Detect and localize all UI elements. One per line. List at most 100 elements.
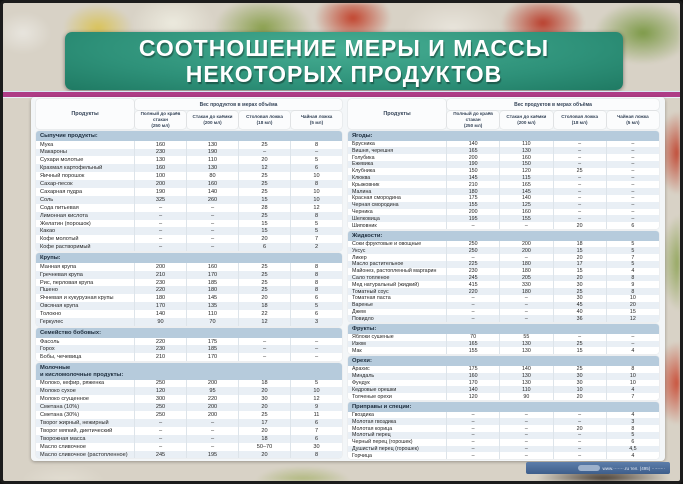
product-name-cell: Черника	[352, 209, 373, 216]
product-name-cell: Толокно	[40, 311, 62, 318]
value-cell: 300	[134, 395, 186, 404]
table-row: Майонез, растопленный маргарин 230 180 15 4	[348, 267, 659, 275]
value-cell: 20	[238, 387, 290, 396]
table-section: Ягоды: Брусника 140 110– – Вишня, черешня 165 1…	[348, 131, 659, 230]
value-cell: –	[238, 345, 290, 354]
value-cell: 30	[290, 442, 342, 451]
value-cell: 245	[446, 274, 499, 282]
value-cell: 10	[605, 372, 659, 380]
value-cell: 260	[186, 195, 238, 204]
table-row: Кофе молотый – –20 7	[36, 235, 342, 244]
product-name-cell: Черный перец (горошек)	[352, 439, 413, 446]
products-header-cell: Продукты	[36, 99, 134, 129]
table-row: Кедровые орешки 140 110 10 4	[348, 386, 659, 394]
value-cell: 10	[290, 195, 342, 204]
value-cell: –	[552, 208, 606, 216]
product-name-cell: Красная смородина	[352, 195, 401, 202]
section-title: Фрукты:	[348, 324, 659, 334]
product-name-cell: Яичный порошок	[40, 173, 85, 180]
table-row: Творожная масса – –18 6	[36, 434, 342, 443]
value-cell: 20	[238, 426, 290, 435]
value-cell: 3	[605, 418, 659, 426]
value-cell: 155	[446, 201, 499, 209]
table-row: Кофе растворимый – –6 2	[36, 243, 342, 252]
table-section: Молочные и кисломолочные продукты: Молоко…	[36, 363, 342, 459]
value-cell: 25	[238, 270, 290, 279]
table-row: Творог мягкий, диетический – –20 7	[36, 426, 342, 435]
value-cell: 220	[134, 337, 186, 346]
table-row: Горох 230 185– –	[36, 345, 342, 354]
table-row: Бобы, чечевица 210 170– –	[36, 353, 342, 362]
measure-table-right: Продукты Вес продуктов в мерах объёма Полн…	[348, 99, 659, 461]
value-cell: 80	[186, 172, 238, 181]
table-row: Черная смородина 155 125– –	[348, 201, 659, 209]
value-cell: 130	[499, 340, 552, 348]
product-name-cell: Соль	[40, 196, 54, 203]
measure-volume: (18 мл)	[571, 120, 588, 125]
table-row: Черника 200 160– –	[348, 208, 659, 216]
table-row: Миндаль 160 130 30 10	[348, 372, 659, 380]
table-row: Шиповник – –20 6	[348, 222, 659, 230]
measure-volume: (200 мл)	[203, 120, 222, 125]
measure-label: Столовая ложка	[246, 114, 283, 120]
value-cell: 120	[499, 167, 552, 175]
measure-volume: (250 мл)	[463, 122, 483, 128]
value-cell: 6	[290, 164, 342, 173]
table-row: Молоко, кефир, ряженка 250 200 18 5	[36, 379, 342, 388]
measure-volume: (200 мл)	[517, 120, 536, 125]
value-cell: –	[605, 201, 659, 209]
product-name-cell: Фасоль	[40, 338, 60, 345]
value-cell: 180	[186, 286, 238, 295]
value-cell: 140	[446, 140, 499, 148]
value-cell: 155	[446, 347, 499, 355]
volume-group-header: Вес продуктов в мерах объёма	[135, 99, 342, 110]
value-cell: –	[605, 208, 659, 216]
product-name-cell: Арахис	[352, 366, 370, 373]
value-cell: 210	[446, 181, 499, 189]
value-cell: –	[605, 167, 659, 175]
value-cell: 160	[446, 372, 499, 380]
table-row: Какао – –15 5	[36, 227, 342, 236]
value-cell: 25	[238, 262, 290, 271]
value-cell: –	[605, 174, 659, 182]
product-name-cell: Геркулес	[40, 318, 64, 325]
value-cell: 12	[605, 315, 659, 323]
value-cell: 55	[499, 333, 552, 341]
product-name-cell: Кофе молотый	[40, 236, 79, 243]
product-name-cell: Черная смородина	[352, 202, 399, 209]
table-header: Продукты Вес продуктов в мерах объёма Полн…	[348, 99, 659, 129]
table-section: Фрукты: Яблоки сушеные 70 55– – Изюм 165 130 25–…	[348, 324, 659, 355]
value-cell: –	[499, 418, 552, 426]
product-name-cell: Масло растительное	[352, 261, 404, 268]
section-title: Семейство бобовых:	[36, 327, 342, 338]
value-cell: 5	[290, 219, 342, 228]
product-name-cell: Лимонная кислота	[40, 212, 88, 219]
table-row: Пшено 220 180 25 8	[36, 286, 342, 295]
value-cell: 15	[238, 219, 290, 228]
measure-column-header: Чайная ложка (5 мл)	[606, 111, 659, 129]
product-name-cell: Малина	[352, 188, 372, 195]
value-cell: 20	[238, 294, 290, 303]
table-row: Овсяная крупа 170 135 18 5	[36, 302, 342, 311]
value-cell: –	[499, 308, 552, 316]
value-cell: –	[446, 418, 499, 426]
product-name-cell: Голубика	[352, 154, 375, 161]
value-cell: 4	[605, 411, 659, 419]
value-cell: 8	[605, 274, 659, 282]
product-name-cell: Пшено	[40, 287, 58, 294]
value-cell: –	[238, 337, 290, 346]
table-row: Клубника 150 120 25–	[348, 167, 659, 175]
value-cell: 20	[238, 450, 290, 459]
value-cell: 195	[186, 450, 238, 459]
product-name-cell: Клубника	[352, 168, 376, 175]
product-name-cell: Молоко сухое	[40, 388, 76, 395]
value-cell: 130	[499, 372, 552, 380]
measure-column-header: Стакан до каёмки (200 мл)	[500, 111, 553, 129]
product-name-cell: Масло сливочное	[40, 443, 86, 450]
value-cell: 8	[290, 140, 342, 149]
value-cell: 11	[290, 411, 342, 419]
table-row: Ячневая и кукурузная крупы 180 145 20 6	[36, 294, 342, 303]
table-section: Жидкости: Соки фруктовые и овощные 250 200 1…	[348, 231, 659, 323]
value-cell: –	[552, 333, 606, 341]
